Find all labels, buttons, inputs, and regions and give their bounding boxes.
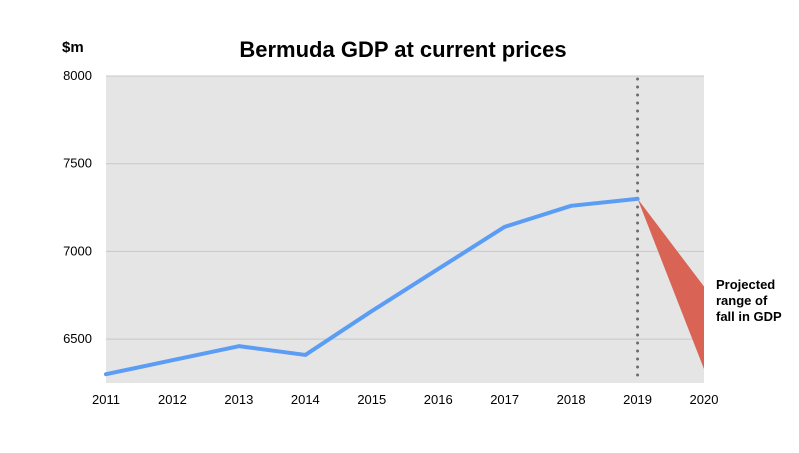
x-axis-ticks: 2011 2012 2013 2014 2015 2016 2017 2018 2019 2020 — [92, 392, 718, 407]
chart-title: Bermuda GDP at current prices — [239, 37, 566, 62]
x-tick-label: 2013 — [224, 392, 253, 407]
x-tick-label: 2017 — [490, 392, 519, 407]
series-marks — [104, 77, 704, 383]
y-tick-label: 7500 — [63, 156, 92, 171]
projection-label-line: fall in GDP — [716, 309, 782, 324]
projection-range-wedge — [637, 198, 704, 369]
x-tick-label: 2018 — [557, 392, 586, 407]
x-tick-label: 2020 — [690, 392, 719, 407]
x-tick-label: 2019 — [623, 392, 652, 407]
x-tick-label: 2014 — [291, 392, 320, 407]
gdp-series-line — [104, 196, 640, 377]
y-tick-label: 8000 — [63, 68, 92, 83]
projection-label-line: range of — [716, 293, 768, 308]
y-tick-label: 6500 — [63, 331, 92, 346]
y-tick-label: 7000 — [63, 243, 92, 258]
x-tick-label: 2016 — [424, 392, 453, 407]
gridlines — [106, 75, 704, 340]
projection-label-line: Projected — [716, 277, 775, 292]
x-tick-label: 2011 — [92, 392, 120, 407]
y-axis-unit-label: $m — [62, 39, 84, 56]
y-axis-ticks: 6500 7000 7500 8000 — [63, 68, 92, 346]
plot-area — [106, 76, 704, 383]
x-tick-label: 2015 — [357, 392, 386, 407]
x-tick-label: 2012 — [158, 392, 187, 407]
